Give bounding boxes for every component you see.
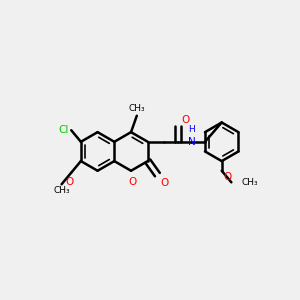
Text: O: O (223, 172, 231, 182)
Text: N: N (188, 137, 195, 147)
Text: O: O (66, 177, 74, 187)
Text: O: O (160, 178, 169, 188)
Text: O: O (181, 115, 189, 125)
Text: H: H (188, 125, 195, 134)
Text: CH₃: CH₃ (53, 186, 70, 195)
Text: CH₃: CH₃ (128, 104, 145, 113)
Text: CH₃: CH₃ (242, 178, 258, 187)
Text: O: O (128, 177, 136, 187)
Text: Cl: Cl (58, 125, 68, 135)
